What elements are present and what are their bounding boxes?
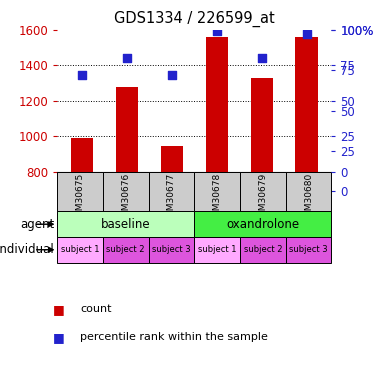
Bar [240, 172, 286, 211]
Text: subject 2: subject 2 [106, 245, 145, 254]
Point [79, 72, 85, 78]
Bar [194, 237, 240, 262]
Bar [206, 37, 228, 172]
Text: subject 3: subject 3 [289, 245, 328, 254]
Bar [240, 237, 286, 262]
Bar [194, 172, 240, 211]
Point [169, 72, 175, 78]
Text: subject 1: subject 1 [198, 245, 237, 254]
Text: GSM30680: GSM30680 [304, 173, 313, 222]
Bar [149, 172, 194, 211]
Bar [296, 37, 318, 172]
Point [124, 59, 130, 65]
Text: GSM30675: GSM30675 [75, 173, 85, 222]
Bar [286, 172, 331, 211]
Bar [160, 146, 183, 172]
Bar [57, 172, 103, 211]
Text: individual: individual [0, 243, 54, 256]
Bar [57, 211, 194, 237]
Point [79, 79, 85, 85]
Point [214, 28, 220, 34]
Text: subject 3: subject 3 [152, 245, 191, 254]
Text: GSM30679: GSM30679 [258, 173, 267, 222]
Point [259, 59, 265, 65]
Title: GDS1334 / 226599_at: GDS1334 / 226599_at [114, 11, 275, 27]
Point [169, 79, 175, 85]
Bar [70, 138, 93, 172]
Text: percentile rank within the sample: percentile rank within the sample [80, 333, 268, 342]
Bar [286, 237, 331, 262]
Text: subject 1: subject 1 [61, 245, 99, 254]
Text: ■: ■ [53, 303, 65, 316]
Bar [103, 172, 149, 211]
Bar [251, 78, 273, 172]
Text: count: count [80, 304, 112, 314]
Point [124, 56, 130, 62]
Text: GSM30677: GSM30677 [167, 173, 176, 222]
Text: GSM30678: GSM30678 [213, 173, 222, 222]
Point [304, 32, 310, 38]
Text: ■: ■ [53, 331, 65, 344]
Bar [194, 211, 331, 237]
Point [304, 31, 310, 37]
Bar [103, 237, 149, 262]
Bar [149, 237, 194, 262]
Text: GSM30676: GSM30676 [121, 173, 130, 222]
Bar [57, 237, 103, 262]
Point [214, 28, 220, 34]
Bar [115, 87, 138, 172]
Point [259, 56, 265, 62]
Text: baseline: baseline [101, 218, 150, 231]
Text: oxandrolone: oxandrolone [226, 218, 299, 231]
Text: agent: agent [20, 218, 54, 231]
Text: subject 2: subject 2 [243, 245, 282, 254]
